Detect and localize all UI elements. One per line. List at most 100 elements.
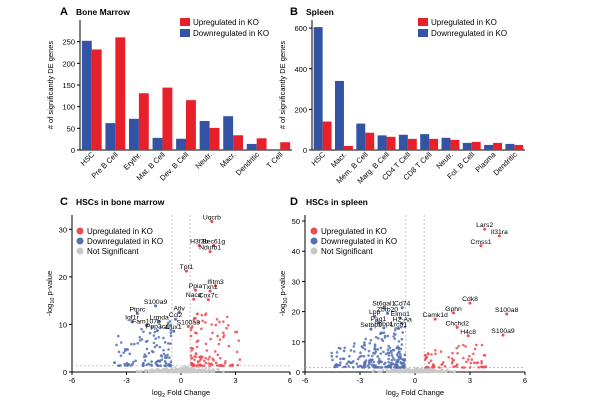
panel-c-point-uqcrb [210,220,214,224]
panel-a-category-label: Erythr. [122,150,144,172]
panel-c-point-h3f3b [197,243,201,247]
panel-a-bar-dendritic-downregulated-in-ko [246,143,257,150]
panel-c-point-upregulated [216,353,220,357]
panel-d-point-downregulated [337,346,341,350]
panel-d-point-fnbp1 [382,326,386,330]
panel-c-point-upregulated [222,331,225,335]
panel-c-point-downregulated [163,326,167,330]
panel-c-point-upregulated [235,330,239,334]
panel-b-bar-dendritic-downregulated-in-ko [505,143,515,150]
panel-d-point-downregulated [373,348,377,351]
panel-d-point-not-significant [414,367,418,371]
panel-c-point-downregulated [168,356,171,360]
panel-c-point-downregulated [130,342,133,346]
panel-d-gene-label-camk1d: Camk1d [423,312,449,319]
panel-d-point-upregulated [424,356,428,360]
panel-d-point-downregulated [335,350,339,354]
panel-c-point-upregulated [211,331,214,335]
panel-c-gene-label-fam107b: Fam107b [132,318,161,325]
panel-c-gene-label-sec61g: Sec61g [202,238,225,245]
panel-c-point-downregulated [153,330,157,334]
panel-c-point-ccl2 [174,317,178,321]
panel-a-ytick-label: 150 [62,81,75,90]
panel-a-legend-label: Downregulated in KO [193,29,269,38]
bar-chart-spleen: 0 200 400 600 # of significantly DE genes HSC… [278,18,525,186]
panel-d-point-upregulated [480,365,483,369]
panel-b-category-label: Dendritic [491,150,518,177]
panel-c-point-cox7c [206,298,210,302]
panel-c-point-not-significant [150,368,154,371]
panel-d-point-downregulated [394,361,398,364]
panel-d-point-downregulated [387,360,390,364]
panel-d-point-downregulated [358,365,361,368]
panel-d-legend-label: Not Significant [321,247,373,256]
panel-d-point-upregulated [451,351,454,355]
panel-c-point-upregulated [192,316,196,320]
panel-d-ytick-label: 30 [292,277,300,286]
panel-c-point-not-significant [178,370,182,373]
panel-a-y-axis-label: # of significantly DE genes [46,41,55,130]
panel-d-point-downregulated [376,348,380,351]
panel-c-point-ifitm3 [214,284,218,288]
panel-a-category-label: Macr. [218,150,237,169]
panel-c-point-downregulated [166,353,169,357]
panel-d-point-not-significant [381,368,385,372]
panel-c-point-upregulated [202,359,206,363]
panel-b-legend-swatch [418,18,428,26]
panel-d-point-downregulated [363,343,366,346]
panel-c-point-dux1 [172,329,176,333]
panel-c-x-axis-label: log2 Fold Change [152,388,210,399]
bar-chart-bone-marrow: 0 50 100 150 200 250 # of significantly DE gen… [46,18,292,183]
panel-d-point-lpp [373,314,377,318]
panel-c-point-upregulated [212,358,215,362]
panel-c-point-downregulated [164,364,168,367]
panel-c-point-upregulated [195,340,199,344]
panel-a-legend-swatch [180,18,190,26]
panel-d-point-not-significant [446,368,449,371]
panel-d-point-cdk8 [468,301,472,305]
panel-d-point-upregulated [443,364,447,368]
panel-b-bar-cd8-t-cell-upregulated-in-ko [429,138,439,150]
panel-d-point-upregulated [450,362,454,365]
panel-c-point-downregulated [140,327,143,331]
panel-d-point-downregulated [376,337,380,340]
panel-a-category-label: Neutr. [193,150,214,171]
panel-c-point-downregulated [145,363,149,367]
panel-b-legend-label: Upregulated in KO [431,18,497,27]
panel-c-point-not-significant [181,369,184,372]
panel-c-point-not-significant [172,370,176,374]
panel-a-bar-macr-upregulated-in-ko [233,135,244,150]
panel-c-point-ppia [194,288,198,292]
panel-d-point-downregulated [387,357,390,361]
panel-d-point-downregulated [380,331,384,335]
panel-d-point-downregulated [343,346,347,350]
panel-d-point-gphn [452,311,455,315]
panel-d-point-downregulated [386,351,390,355]
panel-d-point-downregulated [400,337,404,341]
panel-c-point-downregulated [150,360,153,363]
panel-c-gene-label-ccl2: Ccl2 [169,312,183,319]
panel-b-bar-cd4-t-cell-upregulated-in-ko [407,138,417,150]
panel-c-point-downregulated [115,343,118,347]
panel-d-point-upregulated [434,352,437,356]
panel-a-legend-label: Upregulated in KO [193,18,259,27]
panel-c-point-upregulated [223,361,227,365]
panel-d-point-downregulated [394,363,398,366]
panel-d-point-downregulated [399,325,403,329]
panel-d-point-downregulated [396,346,400,350]
panel-d-point-il31ra [497,234,501,238]
panel-d-ytick-label: 0 [296,368,300,377]
panel-b-bar-cd8-t-cell-downregulated-in-ko [420,134,430,150]
panel-c-xtick-label: 6 [288,376,292,385]
panel-c-point-downregulated [113,361,116,364]
panel-c-point-not-significant [199,369,203,372]
panel-a-bar-erythr-upregulated-in-ko [138,93,149,150]
panel-c-point-not-significant [207,366,211,370]
panel-d-point-downregulated [377,357,381,361]
panel-c-point-upregulated [216,334,219,338]
panel-d-point-downregulated [400,361,404,365]
panel-d-point-downregulated [373,366,376,369]
panel-c-point-downregulated [136,341,140,345]
panel-d-legend-marker [310,237,318,245]
panel-a-bar-dev-b-cell-downregulated-in-ko [176,138,186,150]
